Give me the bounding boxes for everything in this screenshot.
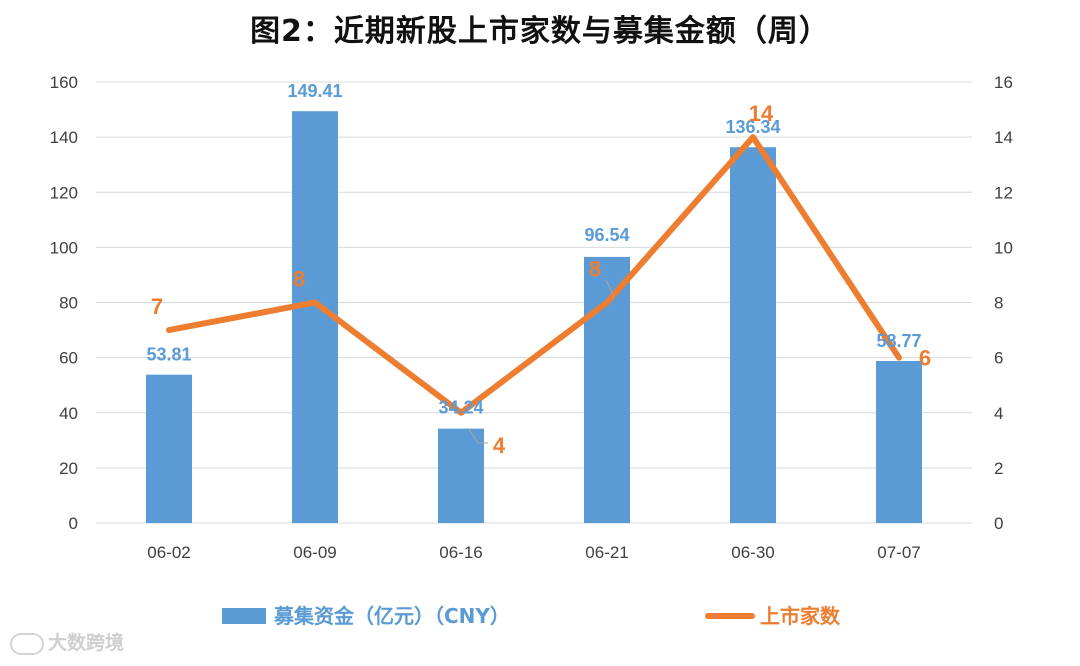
- left-axis-tick-label: 160: [50, 73, 78, 92]
- gridlines: [96, 81, 972, 524]
- watermark-text: 大数跨境: [48, 632, 125, 654]
- x-axis-tick-label: 06-09: [293, 543, 336, 562]
- x-axis-tick-label: 06-02: [147, 543, 190, 562]
- watermark: 大数跨境: [10, 628, 124, 655]
- right-axis-tick-label: 16: [994, 73, 1013, 92]
- left-axis-tick-label: 60: [59, 349, 78, 368]
- left-axis-ticks: 0 20 40 60 80 100 120 140 160: [50, 73, 78, 533]
- data-label-leader-line: [605, 279, 615, 299]
- left-axis-tick-label: 140: [50, 128, 78, 147]
- chart-title: 图2：近期新股上市家数与募集金额（周）: [250, 14, 830, 49]
- line-data-label: 4: [493, 433, 506, 458]
- left-axis-tick-label: 0: [69, 514, 78, 533]
- x-axis-tick-label: 06-16: [439, 543, 482, 562]
- bar: [584, 256, 630, 523]
- right-axis-tick-label: 10: [994, 238, 1013, 257]
- legend-bar-swatch: [222, 608, 266, 624]
- x-axis-tick-label: 06-30: [731, 543, 774, 562]
- bar: [438, 428, 484, 523]
- right-axis-tick-label: 2: [994, 459, 1003, 478]
- bar-data-label: 34.24: [438, 398, 483, 418]
- left-axis-tick-label: 80: [59, 294, 78, 313]
- watermark-logo-icon: [10, 632, 44, 655]
- line-data-label: 8: [293, 267, 305, 292]
- x-axis-tick-label: 07-07: [877, 543, 920, 562]
- data-label-leader-line: [467, 427, 488, 444]
- line-data-label: 6: [919, 346, 931, 371]
- bar-data-label: 136.34: [725, 117, 780, 137]
- right-axis-ticks: 0 2 4 6 8 10 12 14 16: [994, 73, 1013, 533]
- bar-data-label: 149.41: [287, 81, 342, 101]
- x-axis-ticks: 06-02 06-09 06-16 06-21 06-30 07-07: [147, 543, 920, 562]
- bar: [876, 361, 922, 523]
- bar-data-label: 58.77: [876, 331, 921, 351]
- line-data-label: 7: [151, 294, 163, 319]
- right-axis-tick-label: 12: [994, 183, 1013, 202]
- line-data-label: 8: [589, 257, 601, 282]
- legend-bar-label: 募集资金（亿元）（CNY）: [273, 604, 510, 628]
- right-axis-tick-label: 0: [994, 514, 1003, 533]
- right-axis-tick-label: 4: [994, 404, 1003, 423]
- line-path: [166, 134, 902, 416]
- bar: [730, 147, 776, 523]
- legend: 募集资金（亿元）（CNY） 上市家数: [222, 604, 841, 628]
- right-axis-tick-label: 14: [994, 128, 1013, 147]
- line-series: [166, 134, 902, 416]
- left-axis-tick-label: 120: [50, 183, 78, 202]
- legend-line-label: 上市家数: [760, 604, 841, 628]
- x-axis-tick-label: 06-21: [585, 543, 628, 562]
- line-data-label: 14: [749, 101, 774, 126]
- left-axis-tick-label: 40: [59, 404, 78, 423]
- left-axis-tick-label: 20: [59, 459, 78, 478]
- right-axis-tick-label: 6: [994, 349, 1003, 368]
- bar-series: [146, 111, 922, 523]
- right-axis-tick-label: 8: [994, 294, 1003, 313]
- left-axis-tick-label: 100: [50, 238, 78, 257]
- data-labels: 53.81 149.41 34.24 96.54 136.34 58.77 7 8 4 8 14 6: [146, 81, 931, 458]
- bar-data-label: 53.81: [146, 345, 191, 365]
- bar: [146, 374, 192, 523]
- bar-data-label: 96.54: [584, 225, 629, 245]
